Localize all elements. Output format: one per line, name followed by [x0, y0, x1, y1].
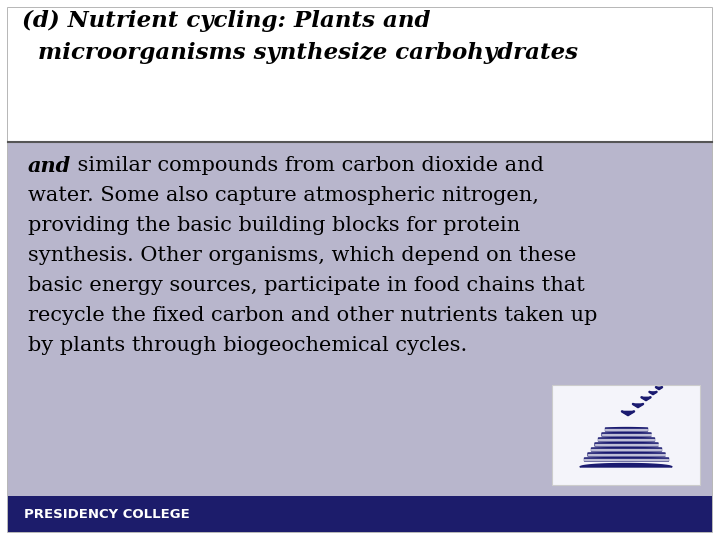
Polygon shape — [622, 411, 634, 415]
Text: and: and — [28, 156, 71, 176]
FancyBboxPatch shape — [552, 385, 700, 485]
Text: basic energy sources, participate in food chains that: basic energy sources, participate in foo… — [28, 276, 585, 295]
Text: synthesis. Other organisms, which depend on these: synthesis. Other organisms, which depend… — [28, 246, 577, 265]
Text: microorganisms synthesize carbohydrates: microorganisms synthesize carbohydrates — [22, 42, 578, 64]
Text: recycle the fixed carbon and other nutrients taken up: recycle the fixed carbon and other nutri… — [28, 306, 598, 325]
Text: water. Some also capture atmospheric nitrogen,: water. Some also capture atmospheric nit… — [28, 186, 539, 205]
Polygon shape — [633, 404, 643, 407]
Text: by plants through biogeochemical cycles.: by plants through biogeochemical cycles. — [28, 336, 467, 355]
Polygon shape — [656, 387, 662, 389]
Text: providing the basic building blocks for protein: providing the basic building blocks for … — [28, 216, 521, 235]
FancyBboxPatch shape — [8, 8, 712, 142]
FancyBboxPatch shape — [8, 142, 712, 496]
FancyBboxPatch shape — [8, 496, 712, 532]
FancyBboxPatch shape — [8, 8, 712, 532]
Polygon shape — [580, 463, 672, 467]
Text: (d) Nutrient cycling: Plants and: (d) Nutrient cycling: Plants and — [22, 10, 431, 32]
Text: PRESIDENCY COLLEGE: PRESIDENCY COLLEGE — [24, 508, 190, 521]
Polygon shape — [642, 397, 650, 400]
Text: similar compounds from carbon dioxide and: similar compounds from carbon dioxide an… — [71, 156, 544, 175]
Polygon shape — [649, 392, 657, 394]
